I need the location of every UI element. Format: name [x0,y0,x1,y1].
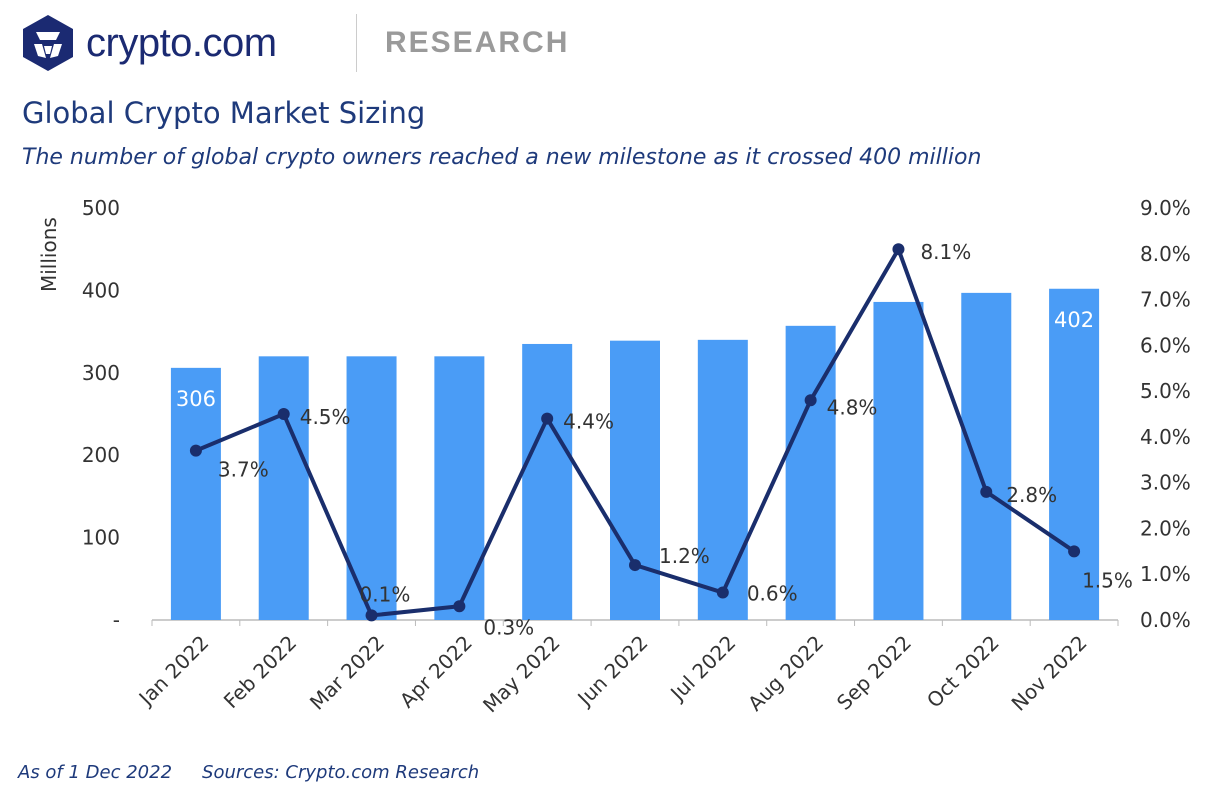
lion-shield-icon [23,15,73,71]
y2-tick-label: 5.0% [1140,379,1191,403]
y-tick-label: 200 [82,443,120,467]
line-point [892,243,905,256]
line-point [1068,545,1081,558]
x-tick-label: Oct 2022 [922,631,1004,713]
x-tick-label: Mar 2022 [305,631,389,715]
line-data-label: 4.8% [827,395,878,419]
line-data-label: 1.2% [659,544,710,568]
y2-tick-label: 0.0% [1140,608,1191,632]
line-point [189,444,202,457]
line-data-label: 1.5% [1082,568,1133,592]
y2-tick-label: 1.0% [1140,562,1191,586]
bar [346,356,397,620]
x-tick-label: Apr 2022 [395,631,477,713]
section-label: RESEARCH [385,26,570,59]
line-data-label: 3.7% [218,458,269,482]
line-data-label: 4.5% [300,405,351,429]
bar [697,339,748,620]
y2-tick-label: 9.0% [1140,196,1191,220]
line-point [716,586,729,599]
x-tick-label: Feb 2022 [219,631,301,713]
line-point [453,600,466,613]
y-axis-label: Millions [37,217,61,292]
bar [961,292,1012,620]
bar-data-label: 402 [1054,308,1094,332]
x-tick-label: May 2022 [478,631,565,718]
line-data-label: 0.3% [483,615,534,639]
header-divider [356,14,357,72]
y2-tick-label: 6.0% [1140,333,1191,357]
chart-title: Global Crypto Market Sizing [22,96,426,130]
line-point [541,412,554,425]
y-tick-label: - [113,608,120,632]
y2-tick-label: 8.0% [1140,242,1191,266]
brand-name: crypto.com [86,20,277,65]
line-point [277,408,290,420]
y2-tick-label: 4.0% [1140,425,1191,449]
line-point [365,609,378,622]
y-tick-label: 500 [82,196,120,220]
y2-tick-label: 7.0% [1140,288,1191,312]
line-point [804,394,817,407]
line-data-label: 4.4% [563,410,614,434]
line-data-label: 8.1% [920,240,971,264]
x-tick-label: Nov 2022 [1007,631,1092,716]
x-tick-label: Sep 2022 [832,631,916,715]
line-point [980,485,993,498]
bar [610,340,660,620]
y2-tick-label: 2.0% [1140,516,1191,540]
bar-data-label: 306 [176,387,216,411]
y-tick-label: 400 [82,278,120,302]
chart-subtitle: The number of global crypto owners reach… [22,145,982,170]
bar [258,356,309,620]
y2-tick-label: 3.0% [1140,471,1191,495]
sources-note: Sources: Crypto.com Research [202,762,480,783]
as-of-date: As of 1 Dec 2022 [18,762,173,783]
line-data-label: 2.8% [1006,483,1057,507]
x-tick-label: Jan 2022 [133,631,214,712]
crypto-com-logo: crypto.com [22,14,277,72]
y-tick-label: 300 [82,361,120,385]
footer: As of 1 Dec 2022 Sources: Crypto.com Rese… [18,762,479,783]
y-tick-label: 100 [82,526,120,550]
x-tick-label: Jul 2022 [664,631,740,707]
bar [1049,288,1100,620]
bar [522,343,573,620]
line-point [629,559,641,572]
line-data-label: 0.1% [360,582,411,606]
line-data-label: 0.6% [747,582,798,606]
bar [434,356,485,620]
x-tick-label: Aug 2022 [743,631,828,716]
bar [170,367,221,620]
x-tick-label: Jun 2022 [572,631,653,712]
bar [873,301,924,620]
